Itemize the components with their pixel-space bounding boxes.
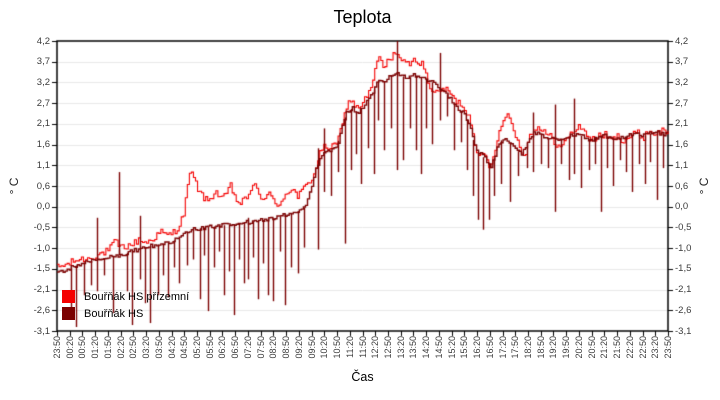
y-tick-label-left: 4,2 (36, 35, 50, 47)
x-tick-label: 07:20 (242, 336, 253, 359)
legend-swatch-darkred (62, 307, 75, 320)
x-tick-label: 13:50 (408, 336, 419, 359)
x-tick-label: 14:20 (421, 336, 432, 359)
y-tick-label-left: 2,7 (36, 97, 50, 109)
y-tick-label-left: 1,1 (36, 159, 50, 171)
x-tick-label: 04:20 (166, 336, 177, 359)
y-tick-label-left: 3,7 (36, 56, 50, 68)
x-tick-label: 08:20 (268, 336, 279, 359)
x-tick-label: 03:20 (141, 336, 152, 359)
x-tick-label: 09:20 (293, 336, 304, 359)
x-tick-label: 17:20 (497, 336, 508, 359)
x-tick-label: 19:20 (548, 336, 559, 359)
y-tick-label-right: 0,6 (675, 180, 689, 192)
y-tick-label-left: -1,5 (33, 263, 50, 275)
x-tick-label: 22:50 (637, 336, 648, 359)
legend-label: Bouřňák HS (84, 307, 144, 320)
y-tick-label-left: -2,6 (33, 304, 50, 316)
x-tick-label: 19:50 (561, 336, 572, 359)
x-tick-label: 10:50 (332, 336, 343, 359)
x-tick-label: 17:50 (510, 336, 521, 359)
x-tick-label: 21:50 (612, 336, 623, 359)
y-tick-label-right: 0,0 (675, 201, 689, 213)
y-tick-label-right: 1,6 (675, 139, 689, 151)
x-tick-label: 05:20 (192, 336, 203, 359)
y-tick-label-right: -1,5 (675, 263, 692, 275)
y-tick-label-left: 0,0 (36, 201, 50, 213)
y-tick-label-right: -3,1 (675, 325, 692, 337)
x-tick-label: 02:50 (128, 336, 139, 359)
legend-item-hs: Bouřňák HS (62, 305, 189, 322)
x-tick-label: 21:20 (599, 336, 610, 359)
x-tick-label: 12:50 (382, 336, 393, 359)
x-tick-label: 12:20 (370, 336, 381, 359)
x-tick-label: 22:20 (624, 336, 635, 359)
y-tick-label-left: 0,6 (36, 180, 50, 192)
x-tick-label: 11:20 (344, 336, 355, 358)
x-tick-label: 14:50 (433, 336, 444, 359)
y-tick-label-right: -2,6 (675, 304, 692, 316)
y-tick-label-left: 3,2 (36, 76, 50, 88)
x-tick-label: 00:20 (64, 336, 75, 359)
x-tick-label: 06:50 (230, 336, 241, 359)
x-tick-label: 16:20 (472, 336, 483, 359)
x-tick-label: 11:50 (357, 336, 368, 358)
legend-swatch-red (62, 290, 75, 303)
x-tick-label: 02:20 (115, 336, 126, 359)
x-tick-label: 06:20 (217, 336, 228, 359)
y-tick-label-right: -1,0 (675, 242, 692, 254)
y-tick-label-right: 3,7 (675, 56, 689, 68)
x-tick-label: 20:50 (586, 336, 597, 359)
y-tick-label-left: -3,1 (33, 325, 50, 337)
y-tick-label-left: 1,6 (36, 139, 50, 151)
x-tick-label: 15:50 (459, 336, 470, 359)
x-axis-label: Čas (351, 370, 374, 384)
x-tick-label: 07:50 (255, 336, 266, 359)
legend-label: Bouřňák HS přízemní (84, 290, 190, 303)
y-tick-label-right: 3,2 (675, 76, 689, 88)
legend-item-prizemni: Bouřňák HS přízemní (62, 288, 189, 305)
y-tick-label-right: 2,1 (675, 118, 689, 130)
y-tick-label-left: -0,5 (33, 221, 50, 233)
y-tick-label-left: -1,0 (33, 242, 50, 254)
x-tick-label: 01:50 (102, 336, 113, 359)
x-tick-label: 03:50 (153, 336, 164, 359)
y-tick-label-left: 2,1 (36, 118, 50, 130)
x-tick-label: 13:20 (395, 336, 406, 359)
x-tick-label: 18:20 (522, 336, 533, 359)
x-tick-label: 23:50 (663, 336, 673, 359)
x-tick-label: 18:50 (535, 336, 546, 359)
y-tick-label-right: -2,1 (675, 284, 692, 296)
x-tick-label: 08:50 (281, 336, 292, 359)
x-tick-label: 01:20 (90, 336, 101, 359)
y-tick-label-right: 4,2 (675, 35, 689, 47)
y-tick-label-right: 2,7 (675, 97, 689, 109)
legend: Bouřňák HS přízemní Bouřňák HS (62, 288, 189, 322)
x-tick-label: 15:20 (446, 336, 457, 359)
x-tick-label: 16:50 (484, 336, 495, 359)
x-tick-label: 09:50 (306, 336, 317, 359)
x-tick-label: 20:20 (573, 336, 584, 359)
x-tick-label: 00:50 (77, 336, 88, 359)
x-tick-label: 05:50 (204, 336, 215, 359)
x-tick-label: 23:50 (52, 336, 62, 359)
x-tick-label: 10:20 (319, 336, 330, 359)
x-tick-label: 23:20 (650, 336, 661, 359)
y-tick-label-right: -0,5 (675, 221, 692, 233)
x-tick-label: 04:50 (179, 336, 190, 359)
y-tick-label-right: 1,1 (675, 159, 689, 171)
chart-title: Teplota (333, 7, 392, 27)
y-tick-label-left: -2,1 (33, 284, 50, 296)
